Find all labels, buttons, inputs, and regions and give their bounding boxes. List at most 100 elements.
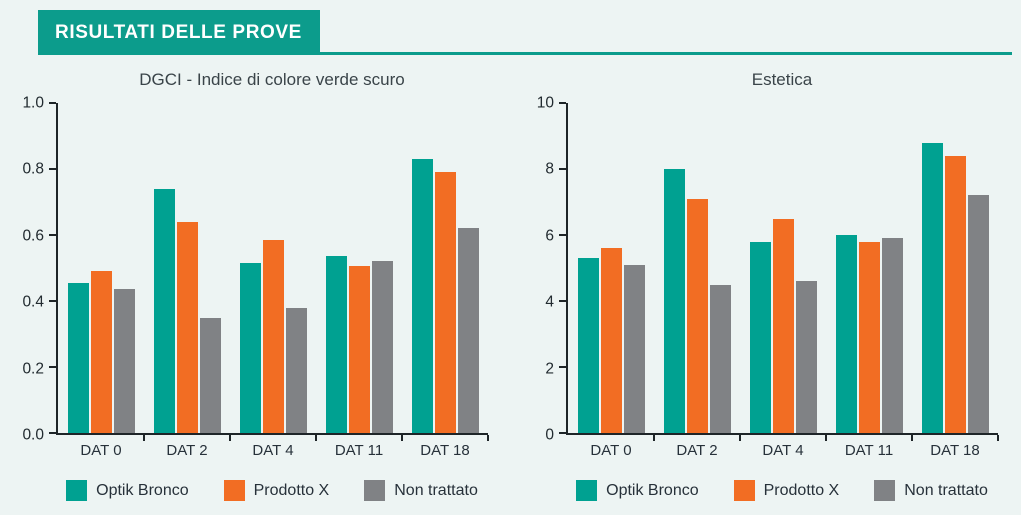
legend: Optik Bronco Prodotto X Non trattato <box>56 480 488 501</box>
bar-optik-bronco <box>921 142 943 433</box>
legend-swatch <box>364 480 386 501</box>
bar-optik-bronco <box>67 282 89 433</box>
bar-prodotto-x <box>434 172 456 433</box>
x-tick-mark <box>825 435 827 441</box>
x-tick-mark <box>911 435 913 441</box>
bar-non-trattato <box>371 261 393 433</box>
legend-swatch <box>733 480 755 501</box>
section-title-box: RISULTATI DELLE PROVE <box>38 10 320 55</box>
y-tick-mark <box>49 300 56 302</box>
bar-optik-bronco <box>411 159 433 433</box>
legend-item-prodotto-x: Prodotto X <box>733 480 839 501</box>
bar-group-dat-2 <box>654 103 740 433</box>
bar-group-dat-2 <box>144 103 230 433</box>
x-tick-mark <box>739 435 741 441</box>
bar-group-dat-11 <box>826 103 912 433</box>
legend-item-optik-bronco: Optik Bronco <box>576 480 699 501</box>
bar-non-trattato <box>967 195 989 433</box>
bar-prodotto-x <box>90 271 112 433</box>
header: RISULTATI DELLE PROVE <box>38 10 1012 55</box>
legend-item-optik-bronco: Optik Bronco <box>66 480 189 501</box>
bar-prodotto-x <box>348 266 370 433</box>
y-tick-mark <box>49 102 56 104</box>
x-category-label: DAT 11 <box>844 442 894 459</box>
chart-title: DGCI - Indice di colore verde scuro <box>139 70 405 89</box>
legend-swatch <box>66 480 88 501</box>
bar-prodotto-x <box>686 198 708 433</box>
legend-swatch <box>874 480 896 501</box>
x-axis-labels: DAT 0 DAT 2 DAT 4 DAT 11 DAT 18 <box>568 442 998 459</box>
chart-title: Estetica <box>751 70 813 89</box>
y-tick-mark <box>559 234 566 236</box>
y-tick-label: 0 <box>545 426 554 444</box>
bar-non-trattato <box>623 264 645 433</box>
plot-canvas <box>49 102 489 441</box>
legend-label: Prodotto X <box>253 481 330 499</box>
bar-group-dat-4 <box>740 103 826 433</box>
legend-swatch <box>576 480 598 501</box>
x-tick-mark <box>653 435 655 441</box>
chart-dgci: DGCI - Indice di colore verde scuro 1.0 0.… <box>18 70 489 501</box>
y-axis-labels: 1.0 0.8 0.6 0.4 0.2 0.0 <box>18 95 56 442</box>
legend-swatch <box>223 480 245 501</box>
bar-optik-bronco <box>325 256 347 433</box>
bar-optik-bronco <box>239 263 261 433</box>
bar-prodotto-x <box>176 221 198 433</box>
bar-optik-bronco <box>835 235 857 433</box>
bar-group-dat-0 <box>58 103 144 433</box>
y-tick-label: 2 <box>545 359 554 377</box>
bar-non-trattato <box>709 284 731 433</box>
x-category-label: DAT 4 <box>762 442 804 459</box>
legend-item-non-trattato: Non trattato <box>364 480 478 501</box>
chart-estetica: Estetica 10 8 6 4 2 0 DAT 0 DAT 2 DAT 4 DAT 11 DAT … <box>528 70 999 501</box>
page-title: RISULTATI DELLE PROVE <box>55 22 302 43</box>
plot-area: 1.0 0.8 0.6 0.4 0.2 0.0 <box>18 95 489 442</box>
y-tick-label: 4 <box>545 293 554 311</box>
x-axis-labels: DAT 0 DAT 2 DAT 4 DAT 11 DAT 18 <box>58 442 488 459</box>
bar-group-dat-18 <box>912 103 998 433</box>
y-tick-mark <box>49 168 56 170</box>
x-tick-mark <box>401 435 403 441</box>
bar-prodotto-x <box>600 248 622 433</box>
x-category-label: DAT 11 <box>334 442 384 459</box>
x-category-label: DAT 0 <box>590 442 632 459</box>
bar-non-trattato <box>113 289 135 433</box>
legend-label: Optik Bronco <box>606 481 699 499</box>
y-tick-mark <box>559 432 566 434</box>
y-tick-mark <box>49 432 56 434</box>
y-tick-label: 0.2 <box>22 359 44 377</box>
legend: Optik Bronco Prodotto X Non trattato <box>566 480 998 501</box>
y-tick-mark <box>49 234 56 236</box>
legend-label: Optik Bronco <box>96 481 189 499</box>
bar-prodotto-x <box>772 218 794 433</box>
x-tick-mark <box>487 435 489 441</box>
x-tick-mark <box>997 435 999 441</box>
x-category-label: DAT 2 <box>166 442 208 459</box>
y-tick-label: 10 <box>536 94 554 112</box>
bar-non-trattato <box>795 281 817 433</box>
bar-group-dat-18 <box>402 103 488 433</box>
bar-optik-bronco <box>749 241 771 433</box>
legend-label: Non trattato <box>394 481 478 499</box>
x-category-label: DAT 18 <box>930 442 980 459</box>
y-axis-labels: 10 8 6 4 2 0 <box>528 95 566 442</box>
bar-non-trattato <box>199 317 221 433</box>
bar-group-dat-4 <box>230 103 316 433</box>
bar-optik-bronco <box>663 169 685 433</box>
bar-non-trattato <box>881 238 903 433</box>
legend-item-prodotto-x: Prodotto X <box>223 480 330 501</box>
bar-prodotto-x <box>262 239 284 433</box>
y-tick-mark <box>559 102 566 104</box>
y-tick-label: 0.6 <box>22 227 44 245</box>
x-tick-mark <box>143 435 145 441</box>
x-tick-mark <box>229 435 231 441</box>
plot-canvas <box>559 102 999 441</box>
bar-group-dat-0 <box>568 103 654 433</box>
y-tick-mark <box>49 366 56 368</box>
plot-area: 10 8 6 4 2 0 <box>528 95 999 442</box>
y-tick-mark <box>559 300 566 302</box>
legend-label: Non trattato <box>904 481 988 499</box>
header-rule <box>319 52 1012 55</box>
x-category-label: DAT 0 <box>80 442 122 459</box>
bar-group-dat-11 <box>316 103 402 433</box>
